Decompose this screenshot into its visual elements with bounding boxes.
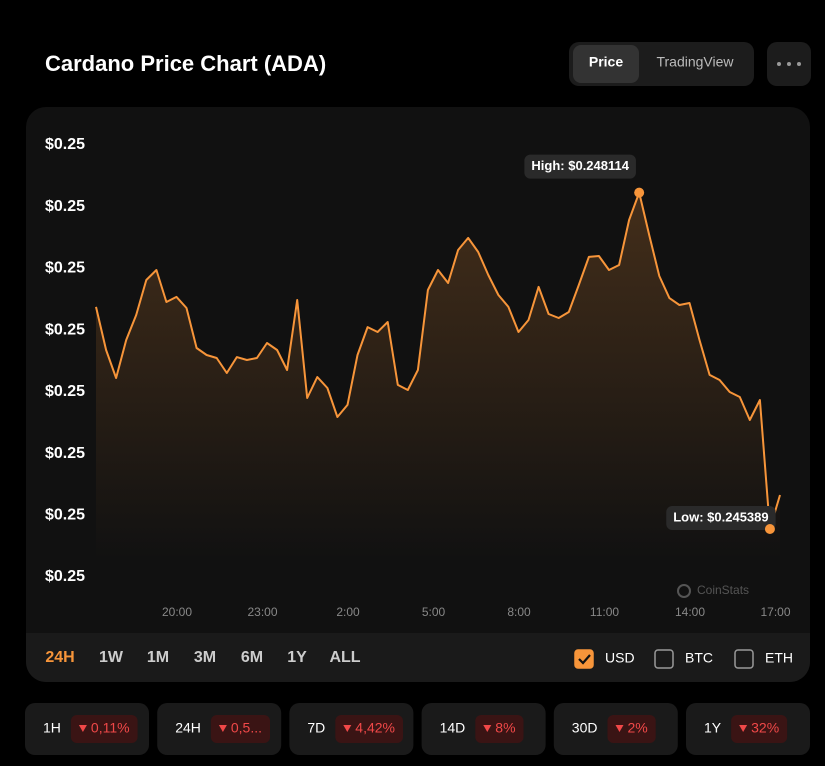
checkbox[interactable] <box>574 649 594 669</box>
down-arrow-icon <box>343 725 352 732</box>
high-label-bg <box>524 154 636 179</box>
x-tick-label: 14:00 <box>675 605 705 619</box>
y-tick-label: $0.25 <box>45 445 85 462</box>
y-tick-label: $0.25 <box>45 198 85 215</box>
change-period: 24H <box>175 720 201 736</box>
tab[interactable]: Price <box>589 54 623 70</box>
chart-layer: $0.25 $0.25 $0.25 $0.25 $0.25 $0.25 $0.25 $0.25… <box>25 136 810 755</box>
page-title: Cardano Price Chart (ADA) <box>45 51 326 76</box>
y-tick-label: $0.25 <box>45 568 85 585</box>
range-button[interactable]: 24H <box>45 649 74 666</box>
down-arrow-icon <box>483 725 492 732</box>
down-arrow-icon <box>218 725 227 732</box>
range-button[interactable]: 1W <box>99 649 124 666</box>
change-value: 4,42% <box>355 720 395 736</box>
change-badge <box>607 715 656 743</box>
change-badge <box>210 715 271 743</box>
x-tick-label: 2:00 <box>336 605 360 619</box>
dot-icon <box>777 62 781 66</box>
chart-toolbar <box>26 633 810 682</box>
price-area <box>96 192 780 560</box>
range-button[interactable]: 6M <box>241 649 263 666</box>
down-arrow-icon <box>739 725 748 732</box>
range-button[interactable]: 1Y <box>287 649 307 666</box>
change-badge <box>335 715 404 743</box>
change-badge <box>475 715 524 743</box>
change-period: 7D <box>307 720 325 736</box>
change-value: 8% <box>495 720 515 736</box>
check-icon <box>578 654 591 665</box>
change-value: 32% <box>751 720 779 736</box>
change-value: 0,5... <box>231 720 262 736</box>
change-period: 1Y <box>704 720 722 736</box>
down-arrow-icon <box>78 725 87 732</box>
y-tick-label: $0.25 <box>45 383 85 400</box>
y-tick-label: $0.25 <box>45 507 85 524</box>
down-arrow-icon <box>615 725 624 732</box>
tab-active-bg <box>573 45 639 83</box>
low-label-bg <box>666 505 776 530</box>
x-tick-label: 8:00 <box>507 605 531 619</box>
change-value: 0,11% <box>91 720 130 736</box>
y-tick-label: $0.25 <box>45 260 85 277</box>
change-period: 14D <box>440 720 466 736</box>
change-period: 1H <box>43 720 61 736</box>
checkbox[interactable] <box>654 649 674 669</box>
checkbox-label[interactable]: BTC <box>685 650 713 666</box>
watermark: CoinStats <box>697 583 749 597</box>
price-line <box>95 191 781 530</box>
x-tick-label: 23:00 <box>247 605 277 619</box>
change-value: 2% <box>627 720 647 736</box>
range-button[interactable]: 3M <box>194 649 216 666</box>
checkbox[interactable] <box>734 649 754 669</box>
low-marker <box>764 523 775 534</box>
change-badge <box>731 715 788 743</box>
range-button[interactable]: 1M <box>147 649 169 666</box>
change-period: 30D <box>572 720 598 736</box>
checkbox-label[interactable]: ETH <box>765 650 793 666</box>
range-button[interactable]: ALL <box>329 649 360 666</box>
dot-icon <box>787 62 791 66</box>
checkbox-label[interactable]: USD <box>605 650 635 666</box>
x-tick-label: 11:00 <box>590 605 619 619</box>
y-tick-label: $0.25 <box>45 136 85 153</box>
tab[interactable]: TradingView <box>656 54 734 70</box>
low-label: Low: $0.245389 <box>673 509 768 524</box>
high-label: High: $0.248114 <box>531 158 629 173</box>
dot-icon <box>797 62 801 66</box>
high-marker <box>634 187 645 198</box>
x-tick-label: 5:00 <box>422 605 446 619</box>
watermark-icon <box>677 584 691 598</box>
x-tick-label: 20:00 <box>162 605 192 619</box>
change-badge <box>70 715 138 743</box>
y-tick-label: $0.25 <box>45 321 85 338</box>
x-tick-label: 17:00 <box>760 605 790 619</box>
